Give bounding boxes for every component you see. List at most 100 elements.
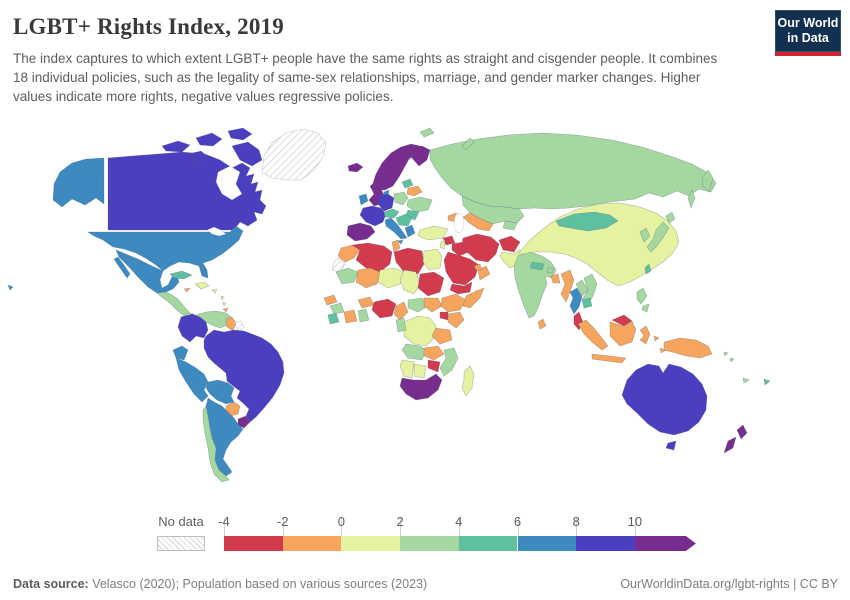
country-indonesia-maluku[interactable] — [653, 335, 660, 342]
country-saudi-arabia[interactable] — [443, 251, 480, 286]
country-indonesia-borneo[interactable] — [609, 320, 637, 347]
country-zambia[interactable] — [423, 345, 445, 361]
country-solomon-islands[interactable] — [723, 351, 729, 357]
country-canada-baffin[interactable] — [231, 141, 263, 167]
country-balkans[interactable] — [395, 213, 413, 227]
country-tunisia[interactable] — [391, 239, 401, 253]
legend-bin-p8_10[interactable] — [576, 536, 635, 551]
country-nigeria[interactable] — [371, 298, 397, 319]
country-iceland[interactable] — [347, 162, 364, 173]
country-uganda[interactable] — [439, 311, 449, 321]
country-madagascar[interactable] — [461, 365, 475, 397]
country-jamaica[interactable] — [183, 287, 191, 293]
country-chad[interactable] — [399, 269, 421, 295]
country-yemen[interactable] — [449, 281, 473, 295]
country-egypt[interactable] — [422, 248, 443, 271]
country-italy[interactable] — [384, 217, 408, 240]
country-taiwan[interactable] — [644, 263, 652, 275]
country-australia-tasmania[interactable] — [665, 440, 677, 451]
country-nepal[interactable] — [529, 261, 545, 271]
attribution-link[interactable]: OurWorldinData.org/lgbt-rights | CC BY — [620, 577, 838, 591]
legend-bin-p2_4[interactable] — [400, 536, 459, 551]
owid-logo[interactable]: Our World in Data — [775, 10, 841, 56]
country-south-africa[interactable] — [399, 373, 443, 401]
country-greenland[interactable] — [261, 128, 327, 181]
country-ivory-coast[interactable] — [343, 309, 358, 324]
country-western-sahara[interactable] — [331, 257, 346, 273]
country-myanmar[interactable] — [560, 269, 575, 303]
country-cuba[interactable] — [169, 270, 193, 280]
legend-bin-n2_0[interactable] — [282, 536, 342, 551]
country-cameroon[interactable] — [393, 301, 409, 321]
country-finland[interactable] — [411, 145, 431, 167]
legend-no-data[interactable]: No data — [157, 514, 205, 551]
country-czechia-austria[interactable] — [383, 208, 400, 219]
country-poland[interactable] — [393, 191, 409, 206]
country-mali[interactable] — [355, 267, 381, 289]
country-peru[interactable] — [175, 357, 209, 403]
country-angola[interactable] — [401, 343, 427, 361]
country-italy-sicily[interactable] — [397, 239, 404, 245]
country-thailand[interactable] — [569, 287, 583, 315]
country-korea[interactable] — [639, 227, 651, 243]
country-turkmenistan-uzbekistan[interactable] — [462, 212, 494, 232]
country-ethiopia[interactable] — [440, 293, 467, 313]
country-hawaii[interactable] — [7, 284, 14, 291]
country-guinea[interactable] — [329, 302, 345, 315]
country-canada-island[interactable] — [227, 127, 253, 141]
country-romania[interactable] — [405, 209, 420, 221]
country-afghanistan[interactable] — [498, 235, 521, 253]
country-central-african-republic[interactable] — [407, 297, 429, 313]
country-lesser-antilles[interactable] — [222, 301, 227, 307]
country-philippines[interactable] — [636, 287, 648, 305]
country-sudan[interactable] — [417, 271, 445, 297]
legend-bin-p6_8[interactable] — [517, 536, 577, 551]
country-guyana[interactable] — [225, 316, 237, 332]
legend-bin-p4_6[interactable] — [458, 536, 518, 551]
country-suriname[interactable] — [234, 320, 245, 333]
country-belarus[interactable] — [406, 185, 423, 197]
country-canada-island[interactable] — [161, 140, 191, 153]
country-levant[interactable] — [439, 239, 446, 250]
country-ghana[interactable] — [357, 308, 370, 323]
country-australia[interactable] — [621, 363, 708, 436]
country-lesser-antilles[interactable] — [220, 295, 225, 301]
legend-bin-p0_2[interactable] — [341, 536, 401, 551]
country-alaska[interactable] — [52, 157, 105, 208]
country-kenya[interactable] — [447, 311, 465, 329]
country-philippines-south[interactable] — [641, 303, 650, 313]
country-france[interactable] — [359, 205, 387, 227]
country-uae[interactable] — [473, 263, 483, 271]
country-bangladesh[interactable] — [550, 273, 561, 284]
country-indonesia-nusa[interactable] — [659, 347, 667, 354]
country-senegal[interactable] — [323, 294, 338, 306]
country-russia-novaya-zemlya[interactable] — [461, 137, 475, 151]
country-chile[interactable] — [202, 405, 230, 483]
country-mozambique[interactable] — [439, 347, 459, 377]
country-syria[interactable] — [442, 235, 456, 246]
country-spain-portugal[interactable] — [346, 222, 376, 242]
country-baltics[interactable] — [401, 178, 414, 189]
country-germany-benelux[interactable] — [377, 193, 395, 212]
country-japan[interactable] — [646, 221, 670, 253]
country-namibia[interactable] — [399, 359, 415, 379]
country-new-caledonia[interactable] — [742, 377, 750, 384]
country-somalia[interactable] — [462, 287, 485, 309]
country-hispaniola[interactable] — [194, 281, 210, 290]
country-sierra-leone-liberia[interactable] — [327, 312, 340, 325]
country-russia-kamchatka[interactable] — [701, 169, 714, 193]
country-cambodia[interactable] — [581, 297, 593, 309]
country-tanzania[interactable] — [431, 327, 453, 345]
country-ireland[interactable] — [358, 193, 369, 206]
country-libya[interactable] — [393, 247, 425, 275]
country-colombia[interactable] — [177, 313, 209, 343]
country-russia-sakhalin[interactable] — [687, 189, 696, 209]
country-canada[interactable] — [107, 151, 267, 231]
country-botswana[interactable] — [413, 363, 427, 379]
country-brazil[interactable] — [203, 329, 285, 423]
country-new-zealand-north[interactable] — [736, 424, 748, 440]
country-united-states[interactable] — [87, 225, 244, 279]
country-sri-lanka[interactable] — [537, 318, 547, 330]
country-india[interactable] — [513, 251, 557, 319]
country-papua-new-guinea[interactable] — [663, 337, 713, 359]
